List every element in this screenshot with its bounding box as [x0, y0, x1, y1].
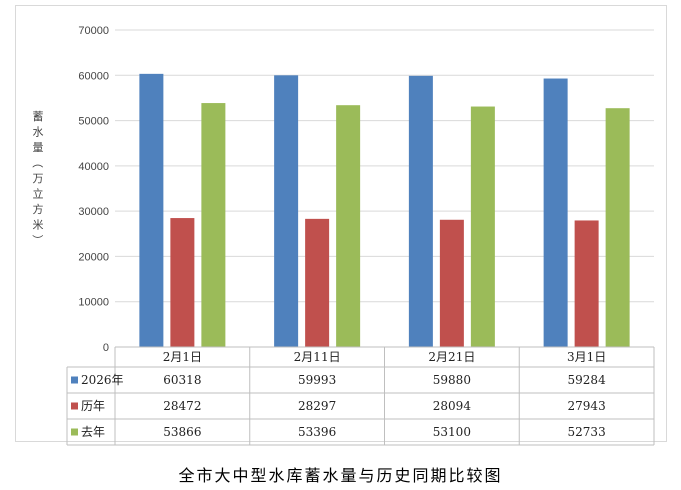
data-label: 59284 [568, 373, 607, 387]
data-label: 59880 [433, 373, 471, 387]
y-axis-label-char: 方 [33, 202, 44, 216]
legend-entry: 去年 [81, 425, 105, 439]
x-tick-label: 2月21日 [428, 350, 475, 364]
y-axis-label-char: （ [31, 157, 44, 168]
bar [170, 218, 195, 347]
bar [305, 218, 330, 347]
x-tick-label: 3月1日 [567, 350, 606, 364]
bar [274, 75, 299, 347]
data-label: 53100 [433, 425, 471, 439]
y-axis-label-char: 量 [33, 141, 44, 154]
data-label: 28297 [298, 399, 336, 413]
data-label: 27943 [568, 399, 606, 413]
y-axis-label-char: 米 [33, 219, 44, 232]
y-axis-label-char: 蓄 [33, 110, 44, 123]
y-tick-label: 50000 [78, 116, 109, 128]
data-table: 2月1日 2月11日 2月21日 3月1日 2026年 60318 59993 59880 59… [66, 346, 655, 446]
data-label: 53396 [298, 425, 336, 439]
legend-swatch [71, 376, 78, 384]
x-tick-label: 2月11日 [294, 350, 341, 364]
data-label: 60318 [163, 373, 201, 387]
data-label: 28094 [433, 399, 472, 413]
grid-layer [115, 29, 654, 303]
y-axis-label-char: ） [31, 235, 44, 246]
legend-swatch [71, 402, 78, 410]
bars-layer [139, 73, 630, 348]
legend-entry: 2026年 [81, 373, 124, 387]
bar [336, 105, 361, 347]
bar [470, 106, 495, 347]
bar [605, 108, 630, 347]
legend-entry: 历年 [81, 399, 105, 413]
data-label: 28472 [163, 399, 201, 413]
data-label: 53866 [163, 425, 201, 439]
y-tick-label: 70000 [78, 25, 109, 37]
legend-swatch [71, 428, 78, 436]
y-tick-label: 30000 [78, 206, 109, 218]
y-tick-label: 20000 [78, 251, 109, 263]
bar [139, 73, 164, 347]
bar [574, 220, 599, 347]
data-label: 52733 [568, 425, 606, 439]
y-tick-label: 60000 [78, 70, 109, 82]
y-axis-label-char: 立 [33, 187, 44, 201]
y-axis-label-char: 万 [33, 172, 44, 185]
bar [439, 219, 464, 347]
y-tick-label: 10000 [78, 297, 109, 309]
chart-title: 全市大中型水库蓄水量与历史同期比较图 [178, 466, 503, 485]
y-axis-label-char: 水 [33, 126, 44, 139]
y-tick-label: 40000 [78, 161, 109, 173]
axis-layer: 0 10000 20000 30000 40000 50000 60000 70000 [78, 25, 109, 354]
x-tick-label: 2月1日 [163, 350, 202, 364]
bar [408, 75, 433, 348]
data-label: 59993 [298, 373, 336, 387]
bar [543, 78, 568, 347]
bar [201, 103, 226, 348]
y-tick-label: 0 [103, 342, 109, 354]
